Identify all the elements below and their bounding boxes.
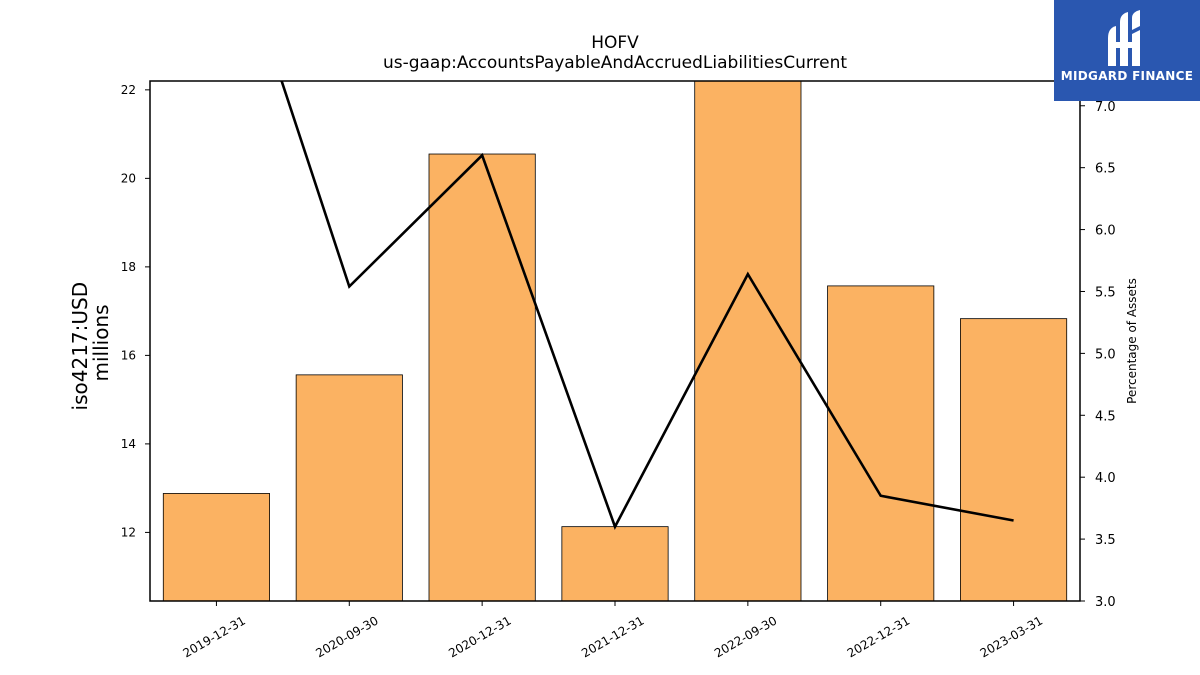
- y-axis-label-line1: iso4217:USD: [68, 282, 92, 411]
- logo-mark-icon: [1108, 10, 1140, 66]
- right-tick-label: 6.5: [1095, 162, 1116, 177]
- right-tick-label: 7.0: [1095, 100, 1116, 115]
- left-tick-label: 22: [121, 83, 136, 97]
- midgard-finance-logo: MIDGARD FINANCE: [1054, 0, 1200, 101]
- y-axis-label-right: Percentage of Assets: [1125, 278, 1139, 404]
- chart-title: HOFV: [591, 33, 639, 53]
- left-tick-label: 14: [121, 437, 136, 451]
- percentage-line: [280, 81, 1014, 530]
- left-tick-label: 12: [121, 525, 136, 539]
- x-tick-label: 2022-09-30: [712, 613, 779, 660]
- y-axis-label-left: iso4217:USD millions: [68, 276, 113, 411]
- x-tick-label: 2020-12-31: [446, 613, 513, 660]
- chart-subtitle: us-gaap:AccountsPayableAndAccruedLiabili…: [383, 53, 847, 73]
- right-tick-label: 3.0: [1095, 595, 1116, 610]
- right-tick-label: 5.5: [1095, 285, 1116, 300]
- bar-2020-09-30: [295, 374, 403, 602]
- x-axis-ticks: 2019-12-31 2020-09-30 2020-12-31 2021-12-31…: [181, 601, 1045, 660]
- y-axis-label-line2: millions: [89, 304, 113, 381]
- right-tick-label: 4.0: [1095, 471, 1116, 486]
- right-tick-label: 3.5: [1095, 533, 1116, 548]
- x-tick-label: 2022-12-31: [845, 613, 912, 660]
- bar-2020-12-31: [428, 153, 536, 602]
- x-tick-label: 2019-12-31: [181, 613, 248, 660]
- left-tick-label: 18: [121, 260, 136, 274]
- bar-2022-12-31: [827, 285, 935, 602]
- x-tick-label: 2021-12-31: [579, 613, 646, 660]
- right-axis-ticks: 3.0 3.5 4.0 4.5 5.0 5.5 6.0 6.5 7.0: [1080, 100, 1116, 610]
- left-tick-label: 20: [121, 171, 136, 185]
- bar-2023-03-31: [960, 318, 1068, 602]
- bar-2021-12-31: [561, 526, 669, 602]
- bar-2019-12-31: [162, 493, 270, 602]
- left-tick-label: 16: [121, 348, 136, 362]
- logo-text: MIDGARD FINANCE: [1060, 69, 1194, 83]
- bar-series: [162, 80, 1068, 602]
- right-tick-label: 5.0: [1095, 347, 1116, 362]
- right-tick-label: 6.0: [1095, 224, 1116, 239]
- bar-2022-09-30: [694, 80, 802, 602]
- left-axis-ticks: 12 14 16 18 20 22: [121, 83, 150, 539]
- x-tick-label: 2023-03-31: [978, 613, 1045, 660]
- x-tick-label: 2020-09-30: [313, 613, 380, 660]
- right-tick-label: 4.5: [1095, 409, 1116, 424]
- plot-frame: [149, 80, 1081, 602]
